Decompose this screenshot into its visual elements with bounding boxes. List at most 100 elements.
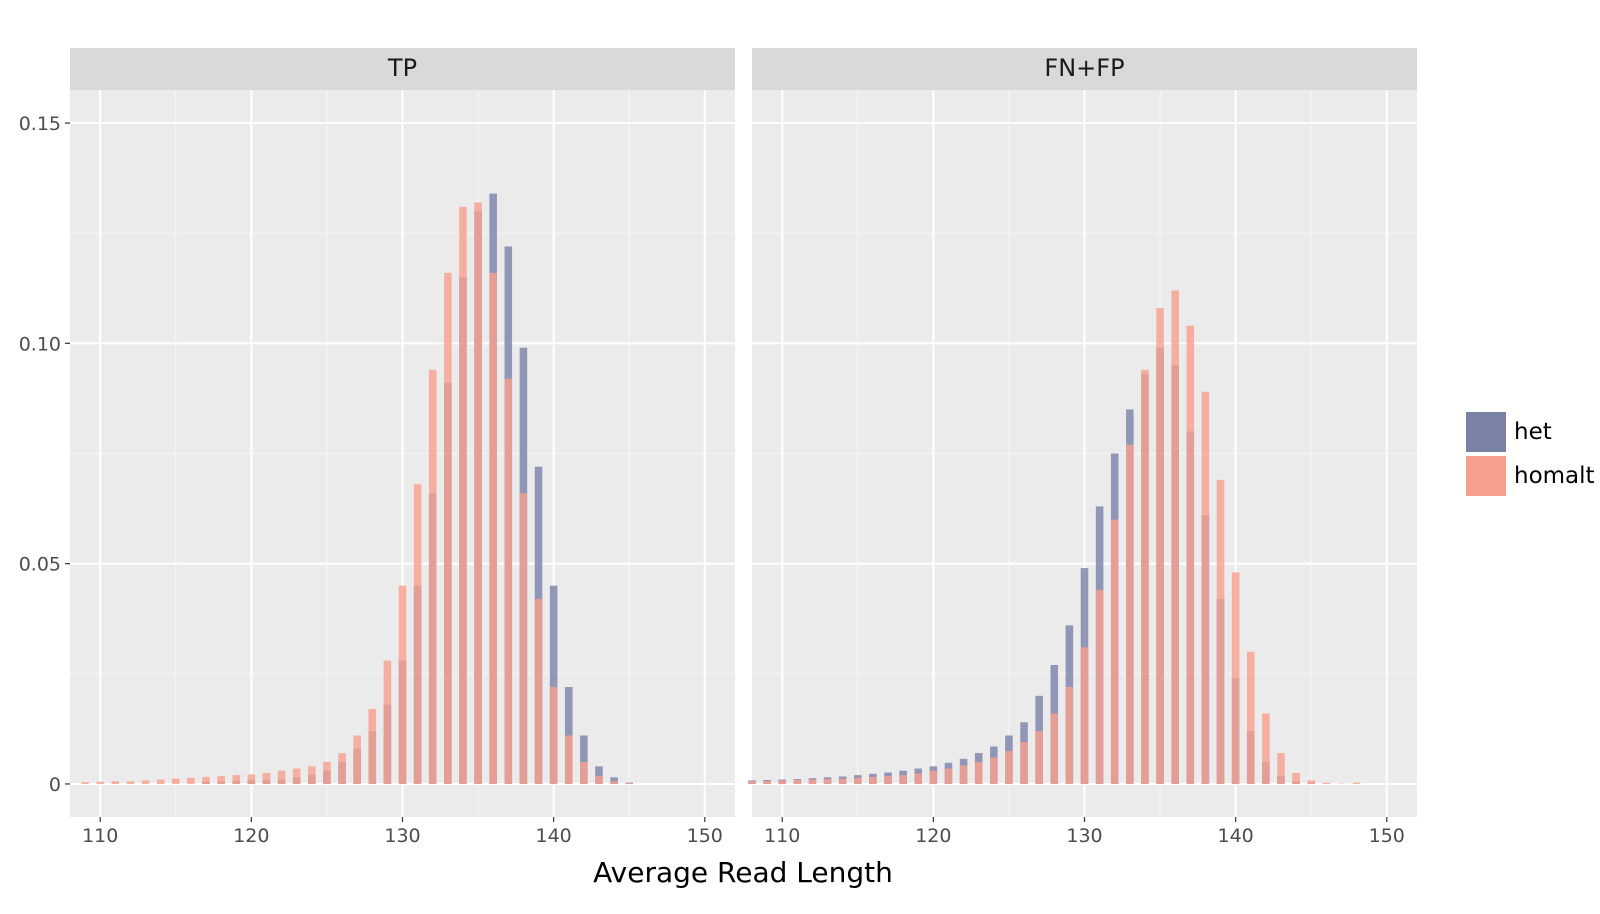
bar-homalt [1216,479,1225,784]
bar-homalt [959,765,968,784]
bar-homalt [247,774,256,784]
bar-homalt [778,780,787,784]
bar-homalt [1126,444,1134,784]
bars-tp [81,193,633,784]
y-tick-label: 0.10 [19,333,61,355]
bar-homalt [1262,713,1270,784]
bar-homalt [793,779,802,784]
bar-homalt [625,783,633,784]
bar-homalt [564,735,573,784]
legend-label-het: het [1514,419,1552,445]
panel-tp: TP [70,48,735,817]
bar-homalt [232,775,241,784]
bar-homalt [277,770,286,784]
bar-homalt [869,776,877,784]
x-tick-label: 140 [1218,825,1254,847]
legend-label-homalt: homalt [1514,463,1595,489]
bar-homalt [899,775,907,784]
bar-homalt [292,768,301,784]
strip-label-tp: TP [387,54,417,82]
x-tick-label: 150 [1369,825,1405,847]
bar-homalt [459,206,467,784]
bar-homalt [383,660,392,784]
legend-key-het [1466,412,1506,452]
bar-homalt [428,369,437,784]
legend: het homalt [1466,412,1595,496]
bar-homalt [1095,590,1104,784]
bar-het [580,735,588,784]
strip-label-fnfp: FN+FP [1044,54,1124,82]
x-axis-title: Average Read Length [593,856,893,889]
bar-homalt [1201,391,1210,784]
strip-background-tp [70,48,735,90]
x-axis-fnfp: 110 120 130 140 150 [764,817,1405,847]
bars-fnfp [748,290,1361,784]
bar-homalt [1352,782,1361,784]
bar-homalt [1322,782,1331,784]
bar-homalt [111,781,120,784]
bar-homalt [534,598,543,784]
bar-homalt [1171,290,1179,784]
bar-homalt [823,779,832,784]
bar-homalt [549,687,558,784]
bar-homalt [944,768,953,784]
x-tick-label: 130 [384,825,420,847]
bar-homalt [504,378,513,784]
bar-homalt [96,781,105,784]
bar-het [595,766,603,784]
bar-homalt [262,772,271,784]
bar-het [549,585,558,784]
bar-homalt [1080,647,1089,784]
bar-homalt [172,778,180,784]
bar-homalt [1231,572,1240,784]
bar-homalt [353,735,361,784]
bar-homalt [1307,780,1315,784]
y-axis: 0 0.05 0.10 0.15 [19,113,70,796]
bar-homalt [1292,772,1300,784]
bar-homalt [1005,750,1013,784]
x-tick-label: 140 [536,825,572,847]
bar-homalt [368,709,377,784]
bar-homalt [308,766,316,784]
bar-homalt [519,493,528,784]
bar-homalt [323,761,331,784]
bar-homalt [595,776,603,784]
bar-homalt [808,779,817,784]
y-tick-label: 0 [49,774,61,796]
x-tick-label: 110 [764,825,800,847]
bar-homalt [990,757,998,784]
x-tick-label: 150 [687,825,723,847]
bar-homalt [398,585,407,784]
x-axis-tp: 110 120 130 140 150 [82,817,723,847]
bar-homalt [610,781,618,784]
y-tick-label: 0.15 [19,113,61,135]
bar-homalt [1246,651,1255,784]
bar-homalt [156,779,165,784]
bar-homalt [444,272,452,784]
bar-homalt [1156,308,1164,784]
grid-tp [70,90,735,817]
bar-homalt [854,777,862,784]
legend-key-homalt [1466,456,1506,496]
bar-homalt [1065,687,1074,784]
bar-homalt [929,770,938,784]
panel-fnfp: FN+FP [748,48,1417,817]
x-tick-label: 130 [1066,825,1102,847]
bar-homalt [1050,713,1059,784]
x-tick-label: 110 [82,825,118,847]
bar-homalt [763,780,771,784]
bar-homalt [884,776,892,784]
bar-homalt [838,778,847,784]
bar-homalt [338,753,346,784]
bar-homalt [1035,731,1043,784]
bar-homalt [1186,325,1195,784]
y-tick-label: 0.05 [19,554,61,576]
x-tick-label: 120 [915,825,951,847]
bar-homalt [413,484,422,784]
bar-homalt [141,780,150,784]
bar-homalt [1110,519,1119,784]
bar-het [610,777,618,784]
bar-homalt [580,761,588,784]
bar-homalt [489,272,497,784]
bar-homalt [217,776,225,784]
